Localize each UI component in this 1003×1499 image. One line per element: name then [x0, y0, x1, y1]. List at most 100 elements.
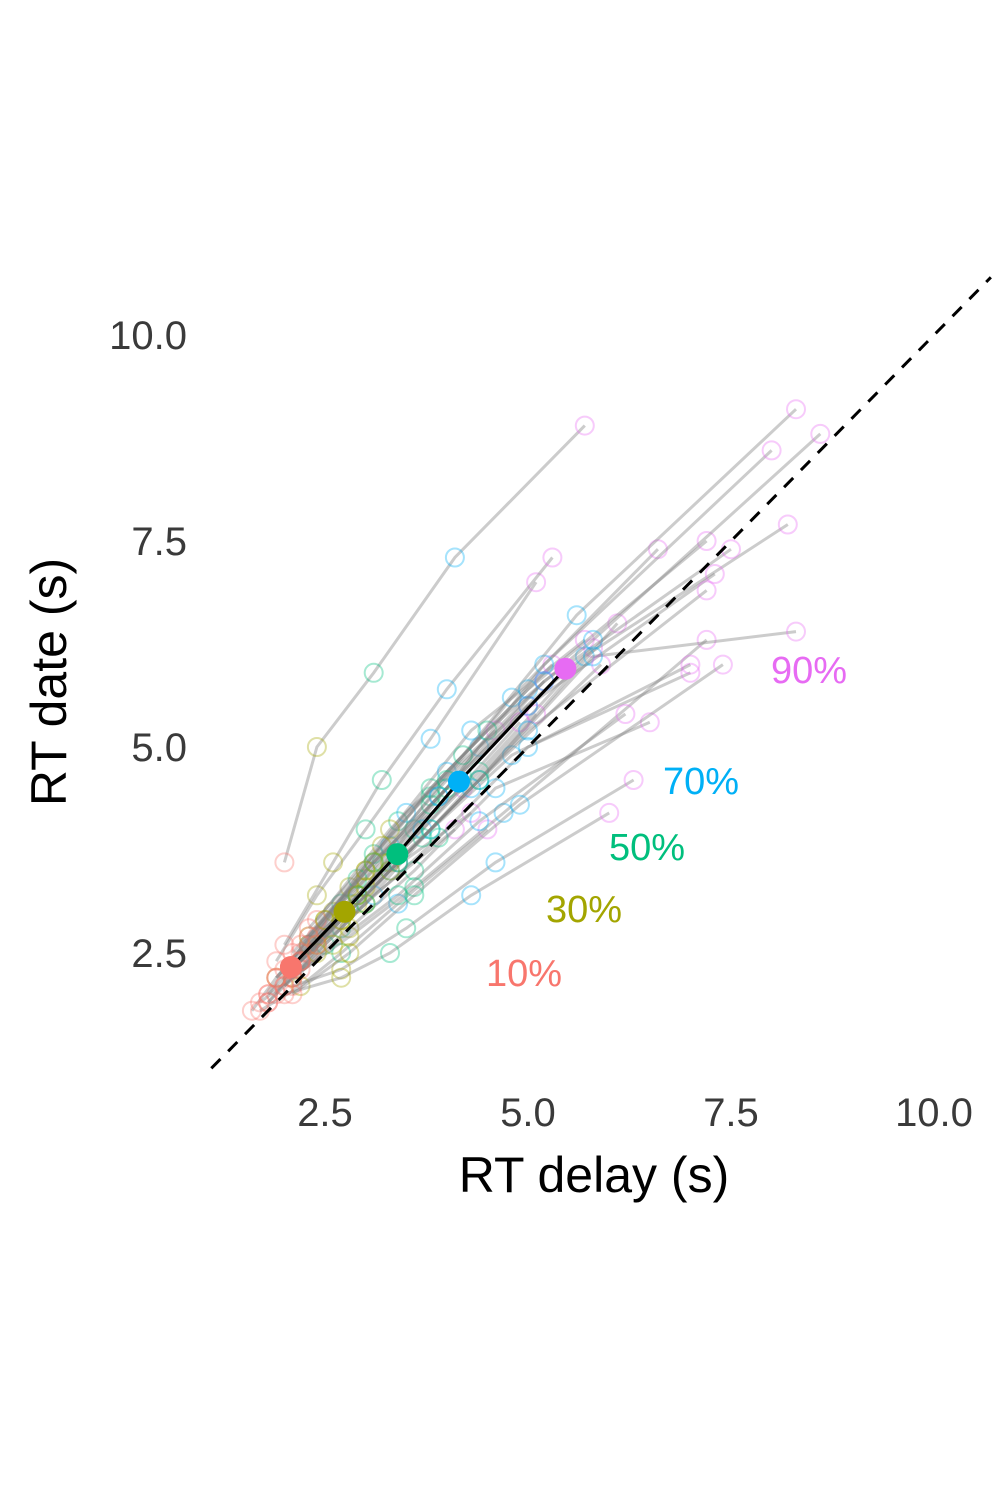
y-tick-label: 7.5: [131, 520, 187, 564]
participant-point: [696, 580, 717, 601]
participant-point: [331, 959, 352, 980]
participant-point: [526, 572, 547, 593]
participant-point: [574, 415, 595, 436]
participant-path: [282, 424, 586, 863]
x-tick-label: 2.5: [297, 1091, 353, 1135]
group-mean-point-30: [333, 900, 356, 923]
participant-point: [461, 720, 482, 741]
participant-point: [306, 885, 327, 906]
y-axis-ticks: 2.5 5.0 7.5 10.0: [109, 314, 187, 976]
participant-path: [283, 704, 530, 971]
participant-point: [712, 654, 733, 675]
participant-point: [518, 695, 538, 716]
quantile-label-90: 90%: [771, 650, 847, 692]
participant-point: [355, 819, 376, 840]
participant-point: [298, 934, 319, 955]
participant-18: [282, 629, 717, 988]
participant-point: [404, 877, 425, 898]
quantile-label-70: 70%: [663, 761, 739, 803]
group-mean-point-70: [448, 770, 470, 793]
participant-point: [428, 827, 449, 848]
participant-36: [306, 621, 806, 955]
participant-point: [469, 770, 490, 790]
participant-point: [315, 910, 335, 930]
participant-22: [306, 423, 831, 930]
participant-point: [388, 893, 409, 914]
participant-path: [283, 712, 627, 988]
participant-point: [241, 1000, 262, 1021]
participant-29: [282, 654, 733, 1005]
quantile-label-layer: 10% 30% 50% 70% 90%: [486, 650, 847, 995]
participant-point: [453, 745, 473, 766]
participant-point: [298, 918, 319, 939]
participant-path: [283, 811, 610, 996]
participant-path: [291, 638, 586, 954]
participant-7: [250, 819, 465, 1013]
quantile-label-30: 30%: [546, 889, 622, 931]
participant-path: [291, 720, 651, 979]
participant-point: [518, 720, 538, 741]
participant-point: [696, 531, 717, 551]
identity-reference-line: [210, 276, 992, 1070]
participant-point: [363, 852, 384, 873]
participant-point: [404, 885, 425, 906]
participant-path: [315, 432, 822, 921]
participant-point: [526, 704, 547, 724]
participant-point: [331, 943, 352, 963]
participant-point: [412, 827, 433, 848]
participant-point: [306, 910, 327, 930]
participant-point: [412, 819, 433, 840]
participant-point: [404, 819, 425, 840]
participant-point: [509, 794, 530, 815]
participant-16: [274, 547, 563, 955]
participant-point: [704, 564, 725, 584]
quantile-label-10: 10%: [486, 953, 562, 995]
participant-point: [518, 695, 538, 716]
participant-point: [518, 679, 538, 700]
participant-point: [347, 885, 368, 906]
participant-point: [583, 629, 603, 650]
participant-point: [323, 852, 344, 873]
participant-point: [485, 852, 506, 873]
participant-point: [250, 992, 270, 1013]
participant-point: [306, 934, 327, 955]
participant-point: [355, 860, 376, 881]
x-tick-label: 7.5: [703, 1091, 759, 1135]
participant-point: [274, 852, 295, 873]
participant-point: [420, 778, 441, 799]
participant-point: [680, 654, 701, 675]
participant-32: [274, 704, 636, 996]
participant-path: [315, 630, 797, 946]
participant-point: [534, 654, 555, 675]
group-mean-layer: [279, 657, 577, 978]
participant-point: [306, 926, 327, 947]
participant-point: [639, 712, 660, 733]
participant-point: [501, 687, 522, 708]
participant-path: [307, 539, 708, 946]
quantile-label-50: 50%: [609, 827, 685, 869]
participant-point: [298, 926, 319, 947]
participant-26: [274, 802, 620, 1005]
participant-point: [786, 621, 806, 642]
participant-point: [777, 514, 798, 535]
participant-point: [810, 423, 831, 444]
participant-10: [258, 720, 506, 1005]
participant-point: [396, 802, 417, 823]
participant-path: [291, 663, 724, 996]
participant-point: [574, 646, 595, 667]
participant-point: [388, 885, 409, 906]
x-axis-title: RT delay (s): [459, 1147, 729, 1203]
participant-path: [266, 729, 497, 996]
participant-path: [275, 663, 554, 979]
participant-point: [485, 720, 506, 741]
participant-point: [380, 819, 400, 840]
participant-point: [363, 662, 384, 683]
group-mean-point-50: [386, 843, 409, 866]
participant-path: [267, 721, 522, 996]
participant-point: [509, 712, 530, 733]
participant-point: [306, 934, 327, 955]
y-tick-label: 5.0: [131, 726, 187, 770]
participant-point: [493, 802, 514, 823]
participant-point: [477, 720, 498, 741]
